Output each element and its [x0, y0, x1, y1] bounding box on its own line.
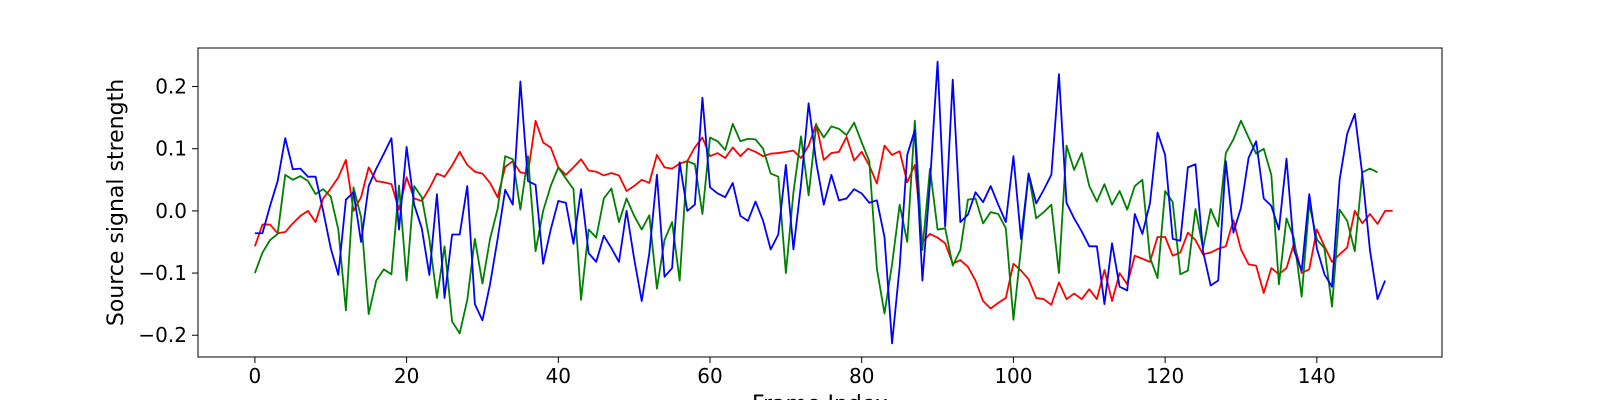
x-tick-label: 80 — [849, 364, 874, 388]
x-tick-label: 20 — [394, 364, 419, 388]
x-tick-label: 0 — [249, 364, 262, 388]
x-tick-label: 40 — [546, 364, 571, 388]
y-axis-label: Source signal strength — [104, 79, 129, 326]
series-line-3 — [254, 60, 1386, 345]
x-axis: 0 20 40 60 80 100 120 140 — [249, 357, 1336, 388]
x-axis-label: Frame Index — [752, 392, 888, 400]
x-tick-label: 120 — [1146, 364, 1184, 388]
x-tick-label: 60 — [697, 364, 722, 388]
y-tick-label: 0.0 — [155, 199, 187, 223]
plot-frame — [197, 47, 1443, 358]
y-tick-label: 0.1 — [155, 137, 187, 161]
y-tick-label: 0.2 — [155, 75, 187, 99]
series-line-2 — [254, 119, 1378, 335]
x-tick-label: 100 — [994, 364, 1032, 388]
y-tick-label: −0.1 — [138, 261, 187, 285]
x-tick-label: 140 — [1298, 364, 1336, 388]
y-axis: −0.2 −0.1 0.0 0.1 0.2 — [138, 75, 198, 347]
y-tick-label: −0.2 — [138, 323, 187, 347]
plot-lines — [254, 60, 1393, 345]
